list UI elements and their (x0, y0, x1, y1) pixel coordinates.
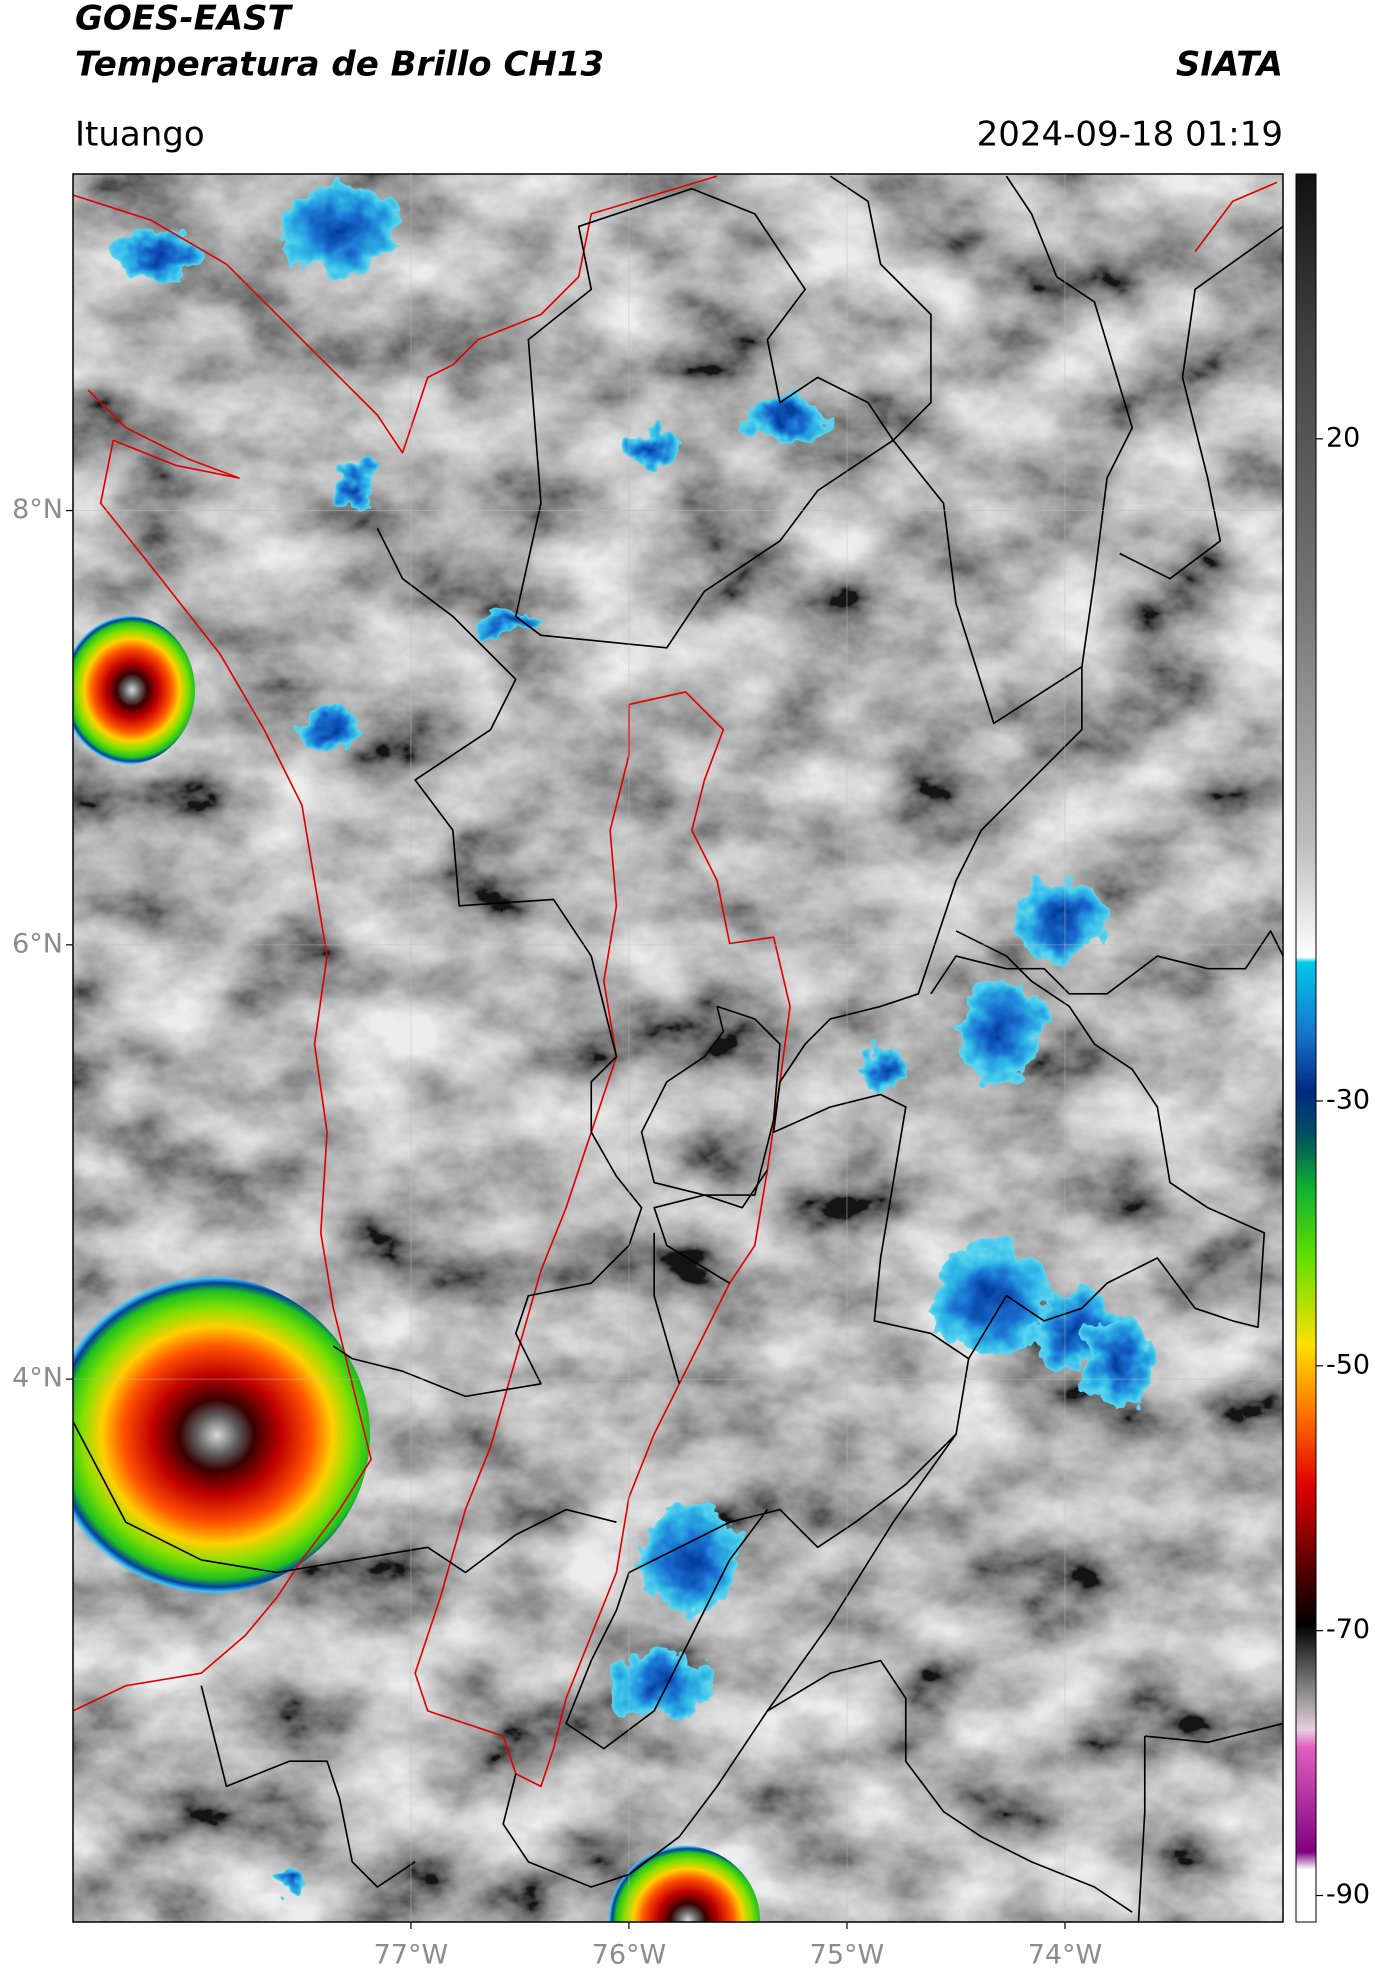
lon-tick-label: 75°W (810, 1940, 885, 1971)
colorbar (1295, 173, 1317, 1923)
organization: SIATA (1176, 45, 1283, 85)
lon-tick-label: 74°W (1028, 1940, 1103, 1971)
colorbar-tick-label: -70 (1326, 1614, 1370, 1645)
map-image (73, 174, 1283, 1922)
convective-storm (73, 615, 195, 765)
lon-tick-label: 76°W (592, 1940, 667, 1971)
lon-tick-label: 77°W (374, 1940, 449, 1971)
convective-storm (73, 1275, 370, 1595)
convective-storm (600, 1845, 760, 1922)
map-frame (72, 173, 1284, 1923)
colorbar-tick-label: -50 (1326, 1349, 1370, 1380)
subtitle: Temperatura de Brillo CH13 (75, 45, 604, 85)
datetime: 2024-09-18 01:19 (977, 115, 1283, 155)
lat-tick-label: 4°N (12, 1363, 63, 1394)
colorbar-tick-label: -30 (1326, 1084, 1370, 1115)
colorbar-tick-label: -90 (1326, 1879, 1370, 1910)
lat-tick-label: 6°N (12, 928, 63, 959)
title: GOES-EAST (75, 0, 294, 39)
lat-tick-label: 8°N (12, 494, 63, 525)
region: Ituango (75, 115, 205, 155)
cold-cloud-tops (115, 185, 1155, 1894)
colorbar-tick-label: 20 (1326, 422, 1360, 453)
cloud-texture (73, 174, 1283, 1922)
